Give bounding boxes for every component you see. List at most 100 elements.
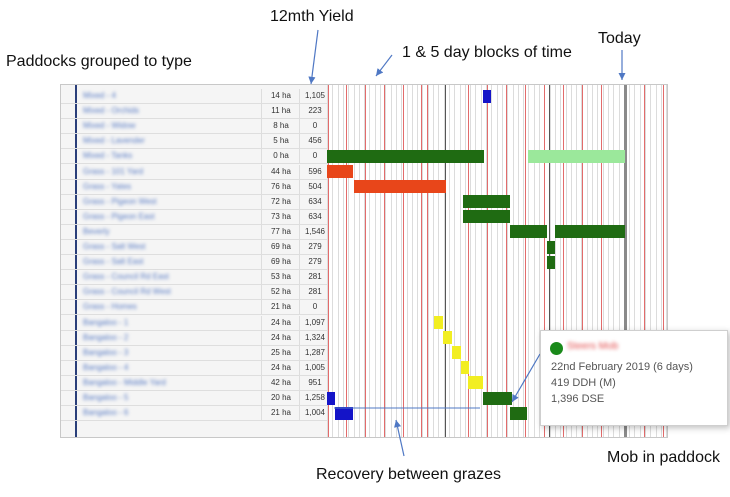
- graze-block[interactable]: [483, 89, 491, 103]
- day-gridline: [666, 85, 667, 437]
- day-gridline: [560, 85, 562, 437]
- paddock-name[interactable]: Mixed - Widow: [83, 121, 136, 131]
- graze-block[interactable]: [461, 361, 469, 375]
- graze-block[interactable]: [327, 165, 353, 178]
- paddock-name[interactable]: Grass - 101 Yard: [83, 166, 144, 176]
- paddock-name[interactable]: Bangaloo - 2: [83, 332, 129, 342]
- day-gridline: [406, 85, 408, 437]
- graze-dse: 1,396 DSE: [551, 393, 605, 405]
- five-day-gridline: [582, 85, 583, 437]
- paddock-area: 24 ha: [261, 315, 300, 330]
- graze-block[interactable]: [463, 195, 510, 209]
- five-day-gridline: [403, 85, 404, 437]
- paddock-name[interactable]: Bangaloo - Middle Yard: [83, 377, 166, 387]
- day-gridline: [417, 85, 419, 437]
- day-gridline: [353, 85, 355, 437]
- day-gridline: [576, 85, 578, 437]
- paddock-area: 52 ha: [261, 285, 300, 300]
- day-gridline: [374, 85, 376, 437]
- paddock-name[interactable]: Grass - Pigeon East: [83, 211, 155, 221]
- paddock-area: 20 ha: [261, 391, 300, 405]
- day-gridline: [475, 85, 477, 437]
- five-day-gridline: [563, 85, 564, 437]
- graze-block[interactable]: [327, 391, 335, 405]
- paddock-name[interactable]: Bangaloo - 5: [83, 393, 129, 402]
- paddock-area: 76 ha: [261, 179, 300, 194]
- paddock-yield: 279: [299, 240, 330, 254]
- paddock-yield: 1,258: [299, 391, 330, 405]
- day-gridline: [539, 85, 540, 437]
- paddock-yield: 279: [299, 255, 330, 270]
- paddock-name[interactable]: Mixed - 4: [83, 91, 116, 100]
- day-gridline: [570, 85, 572, 437]
- paddock-name[interactable]: Mixed - Tanks: [83, 151, 133, 161]
- day-gridline: [645, 85, 646, 437]
- graze-block[interactable]: [483, 391, 512, 405]
- paddock-name[interactable]: Bangaloo - 1: [83, 317, 129, 327]
- graze-block[interactable]: [327, 149, 484, 163]
- paddock-name[interactable]: Grass - Pigeon West: [83, 196, 157, 206]
- day-gridline: [523, 85, 525, 437]
- paddock-name[interactable]: Grass - Homes: [83, 302, 137, 312]
- paddock-name[interactable]: Mixed - Lavender: [83, 136, 145, 146]
- paddock-name[interactable]: Grass - Yates: [83, 181, 132, 191]
- paddock-area: 77 ha: [261, 224, 300, 239]
- graze-block[interactable]: [555, 225, 625, 239]
- paddock-area: 21 ha: [261, 300, 300, 315]
- five-day-gridline: [346, 85, 347, 437]
- paddock-yield: 951: [299, 375, 330, 390]
- graze-block[interactable]: [547, 240, 555, 254]
- paddock-yield: 596: [299, 164, 330, 179]
- paddock-name[interactable]: Grass - Salt West: [83, 242, 146, 251]
- graze-block[interactable]: [443, 331, 452, 345]
- day-gridline: [385, 85, 387, 437]
- paddock-yield: 1,097: [299, 315, 330, 330]
- graze-block[interactable]: [335, 406, 353, 420]
- yield-arrow: [308, 29, 319, 85]
- day-gridline: [380, 85, 381, 437]
- graze-block[interactable]: [354, 180, 446, 194]
- paddock-name[interactable]: Mixed - Orchids: [83, 106, 140, 116]
- day-gridline: [348, 85, 350, 437]
- mob-status-dot: [550, 342, 563, 355]
- paddock-name[interactable]: Grass - Salt East: [83, 257, 144, 267]
- graze-ddh: 419 DDH (M): [551, 377, 616, 389]
- paddock-name[interactable]: Beverly: [83, 226, 110, 236]
- five-day-gridline: [421, 85, 422, 437]
- paddock-yield: 223: [299, 104, 330, 119]
- paddock-name[interactable]: Grass - Council Rd West: [83, 287, 171, 297]
- graze-block[interactable]: [452, 346, 461, 360]
- graze-block[interactable]: [547, 255, 555, 269]
- paddock-area: 44 ha: [261, 164, 300, 179]
- day-gridline: [358, 85, 360, 437]
- day-gridline: [660, 85, 662, 437]
- graze-block[interactable]: [510, 406, 527, 420]
- paddock-yield: 281: [299, 270, 330, 285]
- paddock-area: 24 ha: [261, 330, 300, 345]
- day-gridline: [592, 85, 593, 437]
- day-gridline: [650, 85, 652, 437]
- paddock-area: 53 ha: [261, 270, 300, 285]
- graze-date: 22nd February 2019 (6 days): [551, 361, 693, 373]
- day-gridline: [443, 85, 445, 437]
- day-gridline: [618, 85, 620, 437]
- graze-block[interactable]: [468, 376, 483, 390]
- day-gridline: [528, 85, 530, 437]
- paddock-name[interactable]: Grass - Council Rd East: [83, 272, 169, 282]
- five-day-gridline: [487, 85, 488, 437]
- five-day-gridline: [506, 85, 507, 437]
- day-gridline: [470, 85, 472, 437]
- group-bar: [75, 85, 77, 437]
- graze-block[interactable]: [463, 210, 510, 224]
- five-day-gridline: [663, 85, 664, 437]
- day-gridline: [480, 85, 482, 437]
- paddock-area: 11 ha: [261, 104, 300, 119]
- graze-block[interactable]: [528, 149, 625, 163]
- paddock-yield: 504: [299, 179, 330, 194]
- paddock-name[interactable]: Bangaloo - 3: [83, 347, 129, 357]
- paddock-name[interactable]: Bangaloo - 4: [83, 362, 129, 372]
- graze-block[interactable]: [510, 225, 547, 239]
- graze-block[interactable]: [434, 316, 443, 329]
- day-gridline: [533, 85, 535, 437]
- paddock-name[interactable]: Bangaloo - 6: [83, 408, 129, 418]
